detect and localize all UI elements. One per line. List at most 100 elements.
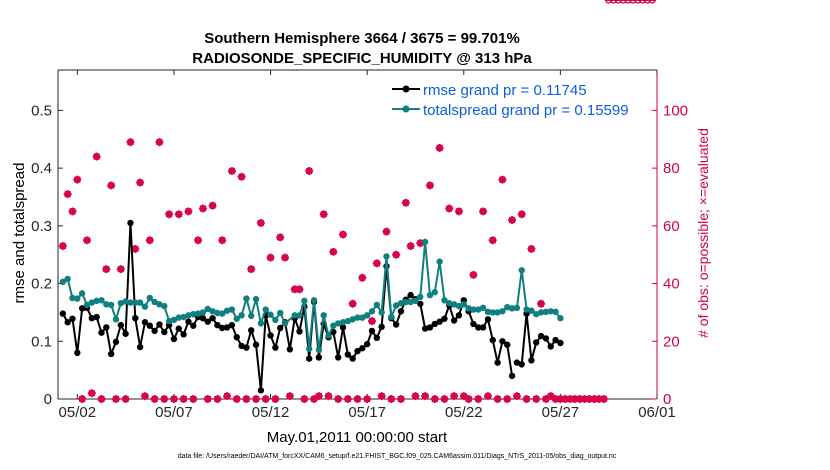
series-point bbox=[243, 344, 250, 351]
series-point bbox=[262, 306, 269, 313]
obs-asterisk-stroke bbox=[339, 231, 347, 238]
series-point bbox=[132, 299, 139, 306]
series-point bbox=[339, 324, 347, 331]
y-axis-right-ticks: 0 20 40 60 80 100 bbox=[652, 102, 688, 408]
obs-asterisk-stroke bbox=[445, 205, 453, 212]
obs-evaluated-marker bbox=[401, 198, 410, 207]
series-point bbox=[359, 314, 366, 321]
obs-evaluated-marker bbox=[160, 395, 169, 403]
obs-evaluated-marker bbox=[435, 143, 444, 152]
obs-evaluated-marker bbox=[503, 395, 512, 403]
obs-evaluated-marker bbox=[150, 395, 159, 403]
series-point bbox=[107, 301, 115, 309]
obs-possible-marker bbox=[619, 0, 627, 4]
series-point bbox=[122, 298, 129, 305]
obs-evaluated-marker bbox=[97, 395, 106, 403]
series-point bbox=[334, 354, 342, 361]
series-point bbox=[233, 334, 240, 341]
obs-asterisk-stroke bbox=[479, 208, 487, 215]
series-point bbox=[112, 338, 120, 346]
series-point bbox=[74, 349, 81, 357]
obs-evaluated-marker bbox=[78, 395, 87, 403]
series-point bbox=[180, 313, 187, 321]
series-point bbox=[64, 319, 71, 326]
series-point bbox=[141, 319, 149, 326]
obs-evaluated-marker bbox=[82, 236, 91, 245]
obs-asterisk-stroke bbox=[247, 265, 255, 273]
obs-asterisk-stroke bbox=[378, 392, 386, 400]
series-point bbox=[499, 338, 506, 345]
series-point bbox=[296, 312, 303, 319]
obs-asterisk-stroke bbox=[64, 190, 72, 198]
obs-asterisk-stroke bbox=[214, 395, 221, 403]
obs-evaluated-marker bbox=[527, 244, 536, 253]
obs-asterisk-stroke bbox=[465, 395, 472, 403]
series-point bbox=[378, 309, 385, 316]
obs-possible-marker bbox=[609, 0, 618, 4]
y-axis-ticks: 0 0.1 0.2 0.3 0.4 0.5 bbox=[31, 102, 63, 408]
obs-evaluated-marker bbox=[454, 207, 463, 216]
series-point bbox=[426, 291, 434, 299]
series-point bbox=[103, 301, 110, 308]
obs-asterisk-stroke bbox=[267, 254, 274, 261]
obs-evaluated-marker bbox=[285, 392, 294, 401]
obs-evaluated-marker bbox=[111, 395, 120, 403]
obs-evaluated-marker bbox=[237, 172, 246, 181]
obs-evaluated-marker bbox=[140, 392, 149, 401]
obs-asterisk-stroke bbox=[387, 395, 395, 403]
obs-asterisk-stroke bbox=[383, 228, 390, 235]
obs-asterisk-stroke bbox=[528, 245, 535, 253]
obs-asterisk-stroke bbox=[494, 395, 501, 403]
series-point bbox=[359, 345, 366, 352]
series-point bbox=[344, 317, 352, 325]
series-point bbox=[354, 347, 361, 355]
obs-evaluated-marker bbox=[358, 273, 367, 282]
series-point bbox=[214, 309, 221, 317]
series-point bbox=[204, 305, 211, 313]
series-point bbox=[542, 308, 550, 316]
series-point bbox=[508, 372, 516, 380]
y-tick-label: 0.4 bbox=[31, 160, 52, 177]
obs-evaluated-marker bbox=[155, 138, 164, 147]
obs-evaluated-marker bbox=[372, 259, 381, 268]
series-point bbox=[146, 322, 153, 329]
series-point bbox=[504, 304, 511, 311]
series-point bbox=[59, 278, 67, 286]
obs-evaluated-marker bbox=[474, 395, 483, 403]
series-point bbox=[528, 357, 535, 364]
obs-asterisk-stroke bbox=[98, 395, 105, 403]
obs-asterisk-stroke bbox=[286, 392, 294, 400]
series-point bbox=[508, 305, 516, 312]
series-point bbox=[59, 310, 67, 317]
series-point bbox=[223, 307, 231, 314]
series-point bbox=[513, 304, 521, 312]
series-point bbox=[122, 330, 129, 337]
series-point bbox=[64, 275, 71, 283]
series-point bbox=[407, 291, 414, 299]
obs-evaluated-marker bbox=[208, 201, 217, 210]
series-point bbox=[426, 324, 434, 331]
series-point bbox=[533, 310, 540, 318]
obs-asterisk-stroke bbox=[537, 300, 545, 308]
obs-asterisk-stroke bbox=[228, 167, 236, 175]
series-point bbox=[127, 299, 134, 306]
obs-asterisk-stroke bbox=[518, 210, 526, 218]
series-point bbox=[83, 301, 91, 309]
obs-evaluated-marker bbox=[348, 299, 357, 308]
y-right-tick-label: 40 bbox=[663, 276, 680, 293]
chart-title-line1: Southern Hemisphere 3664 / 3675 = 99.701… bbox=[204, 30, 520, 47]
obs-asterisk-stroke bbox=[334, 395, 342, 403]
obs-evaluated-marker bbox=[63, 190, 72, 199]
legend-box bbox=[386, 76, 652, 118]
series-point bbox=[330, 322, 337, 329]
series-point bbox=[489, 309, 496, 316]
obs-asterisk-stroke bbox=[470, 271, 477, 279]
series-point bbox=[537, 309, 545, 316]
obs-evaluated-marker bbox=[319, 210, 328, 219]
y-tick-label: 0.2 bbox=[31, 276, 52, 293]
series-point bbox=[233, 315, 240, 322]
obs-evaluated-marker bbox=[343, 395, 352, 403]
series-point bbox=[407, 298, 414, 306]
series-point bbox=[277, 324, 284, 332]
series-point bbox=[504, 341, 511, 348]
